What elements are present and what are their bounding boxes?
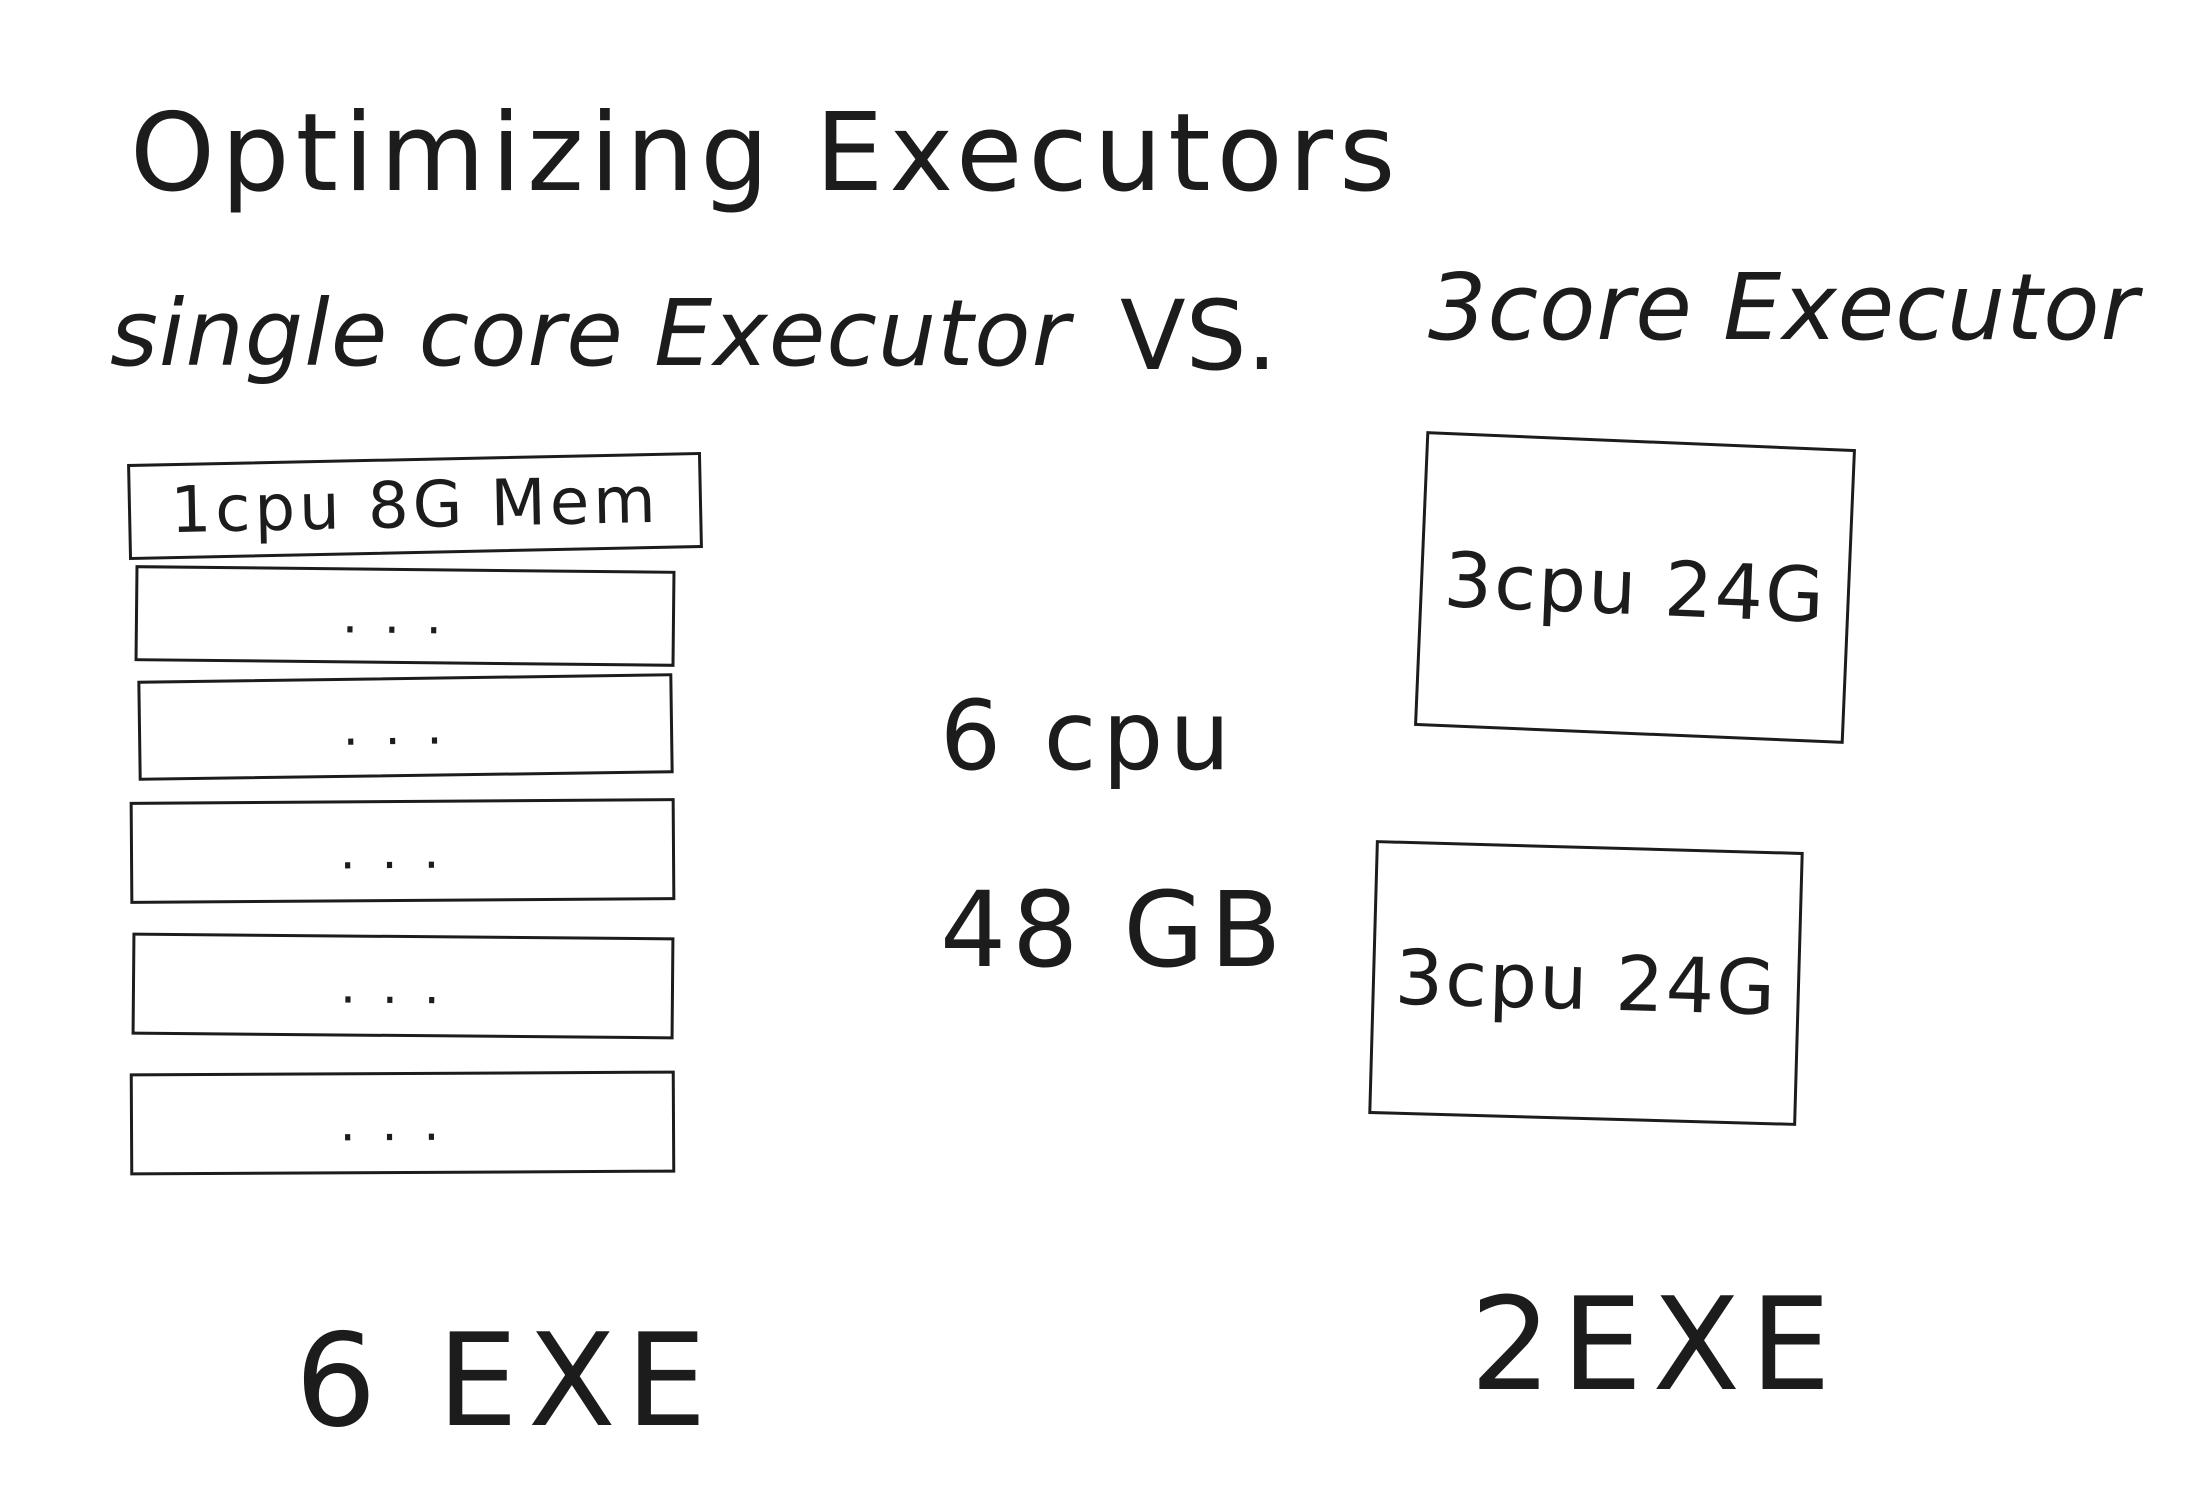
executor-label: 3cpu 24G [1442, 534, 1828, 640]
three-core-executor-box: 3cpu 24G [1368, 840, 1804, 1126]
single-core-executor-box: 1cpu 8G Mem [127, 452, 703, 560]
executor-ditto-mark: ... [342, 697, 469, 757]
three-core-executor-count: 2EXE [1470, 1271, 1841, 1420]
executor-ditto-mark: ... [339, 956, 467, 1016]
single-core-executor-box: ... [129, 798, 676, 904]
three-core-executor-box: 3cpu 24G [1414, 431, 1856, 744]
single-core-executor-box: ... [131, 932, 675, 1040]
executor-label: 3cpu 24G [1393, 932, 1779, 1033]
single-core-executor-box: ... [137, 673, 674, 781]
versus-label: VS. [1120, 280, 1278, 392]
total-memory-label: 48 GB [940, 869, 1288, 991]
executor-ditto-mark: ... [339, 821, 466, 881]
single-core-executor-box: ... [134, 565, 676, 667]
single-core-heading: single core Executor [110, 280, 1071, 387]
total-cpu-label: 6 cpu [940, 680, 1237, 792]
single-core-executor-count: 6 EXE [295, 1307, 717, 1456]
single-core-executor-box: ... [129, 1070, 676, 1176]
three-core-heading: 3core Executor [1428, 254, 2140, 361]
executor-ditto-mark: ... [339, 1093, 466, 1153]
executor-label: 1cpu 8G Mem [169, 463, 661, 549]
executor-ditto-mark: ... [341, 586, 469, 646]
diagram-title: Optimizing Executors [130, 91, 1402, 216]
